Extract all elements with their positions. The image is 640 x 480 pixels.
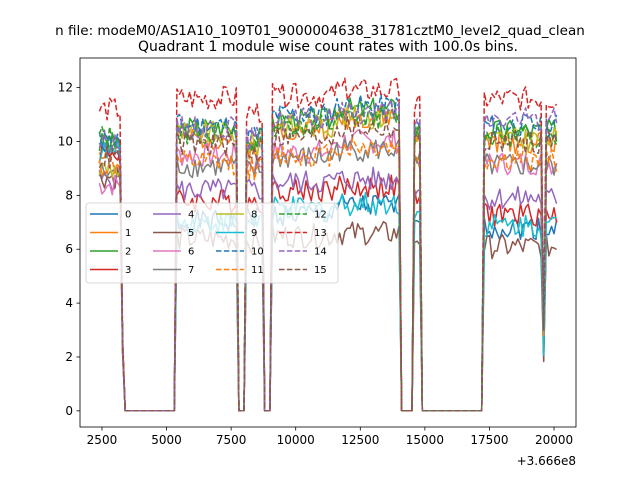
y-tick-label: 2 [65,350,73,364]
x-tick-label: 15000 [406,433,444,447]
y-tick-label: 6 [65,242,73,256]
x-offset-label: +3.666e8 [517,454,576,468]
x-tick-label: 2500 [87,433,118,447]
legend-label-1: 1 [125,228,131,239]
y-tick-label: 8 [65,188,73,202]
x-tick-label: 17500 [470,433,508,447]
y-tick-label: 10 [58,134,73,148]
legend-label-7: 7 [188,265,194,276]
x-tick-label: 7500 [216,433,247,447]
legend-label-11: 11 [251,265,264,276]
legend-label-13: 13 [314,228,327,239]
x-tick-label: 5000 [151,433,182,447]
x-tick-label: 20000 [535,433,573,447]
legend-label-10: 10 [251,247,264,258]
legend-label-15: 15 [314,265,327,276]
y-tick-label: 4 [65,296,73,310]
figure-suptitle: n file: modeM0/AS1A10_109T01_9000004638_… [55,23,585,39]
legend-label-0: 0 [125,210,131,221]
y-tick-label: 0 [65,404,73,418]
axes-frame [79,57,577,428]
x-tick-label: 12500 [341,433,379,447]
legend-label-8: 8 [251,210,257,221]
axes-layer: 2500 5000 7500 10000 12500 15000 17500 20000 0 2 4… [58,57,577,468]
legend-label-5: 5 [188,228,194,239]
legend-label-14: 14 [314,247,327,258]
legend-label-6: 6 [188,247,194,258]
legend-label-3: 3 [125,265,131,276]
legend-label-4: 4 [188,210,194,221]
legend-label-2: 2 [125,247,131,258]
legend-box [85,202,339,284]
x-tick-label: 10000 [277,433,315,447]
chart-title: Quadrant 1 module wise count rates with … [138,39,518,55]
y-tick-label: 12 [58,81,73,95]
series-line-15 [98,116,558,412]
legend-label-9: 9 [251,228,257,239]
legend-label-12: 12 [314,210,327,221]
